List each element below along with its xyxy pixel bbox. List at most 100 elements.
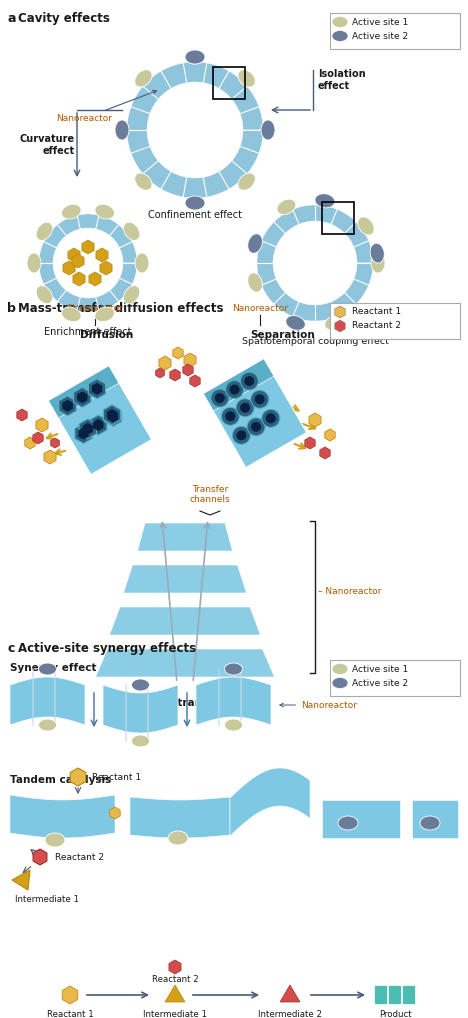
Circle shape <box>247 417 265 436</box>
Circle shape <box>229 385 240 395</box>
Ellipse shape <box>185 196 205 210</box>
Circle shape <box>232 427 250 444</box>
Polygon shape <box>12 870 30 890</box>
Text: Curvature
effect: Curvature effect <box>20 134 75 156</box>
Polygon shape <box>10 677 85 725</box>
Ellipse shape <box>124 286 140 303</box>
Ellipse shape <box>45 833 65 847</box>
Text: Reactant 2: Reactant 2 <box>55 852 104 861</box>
Circle shape <box>211 389 229 407</box>
Ellipse shape <box>168 831 188 845</box>
Ellipse shape <box>315 193 335 208</box>
Polygon shape <box>95 649 275 677</box>
Ellipse shape <box>185 50 205 64</box>
Ellipse shape <box>238 70 255 87</box>
Text: Enrichment effect: Enrichment effect <box>44 327 132 337</box>
Polygon shape <box>49 365 119 418</box>
Circle shape <box>262 409 280 428</box>
Text: Reactant 1: Reactant 1 <box>352 307 401 317</box>
Ellipse shape <box>248 273 263 292</box>
Polygon shape <box>412 800 458 838</box>
Polygon shape <box>110 607 261 635</box>
Polygon shape <box>204 358 274 411</box>
Bar <box>322 203 354 234</box>
Text: – Nanoreactor: – Nanoreactor <box>318 587 381 597</box>
Polygon shape <box>257 205 373 321</box>
Text: Reactant 1: Reactant 1 <box>92 773 141 782</box>
Text: Isolation
effect: Isolation effect <box>318 69 366 91</box>
Text: Product: Product <box>379 1010 411 1018</box>
Ellipse shape <box>135 253 149 273</box>
Polygon shape <box>264 358 316 450</box>
Polygon shape <box>10 795 115 838</box>
Circle shape <box>215 393 225 403</box>
Ellipse shape <box>185 50 205 64</box>
Ellipse shape <box>62 307 81 322</box>
Text: Reactant 1: Reactant 1 <box>47 1010 94 1018</box>
Circle shape <box>244 376 254 386</box>
Ellipse shape <box>225 719 242 731</box>
Ellipse shape <box>36 222 52 240</box>
Ellipse shape <box>62 205 81 219</box>
Polygon shape <box>109 365 161 457</box>
Ellipse shape <box>420 816 440 830</box>
Polygon shape <box>196 677 271 725</box>
Polygon shape <box>322 800 400 838</box>
Polygon shape <box>280 985 300 1002</box>
Text: Active site 1: Active site 1 <box>352 17 408 26</box>
Bar <box>330 660 460 696</box>
Ellipse shape <box>36 286 52 303</box>
Circle shape <box>255 394 265 404</box>
Circle shape <box>240 373 258 390</box>
Ellipse shape <box>135 70 152 87</box>
Ellipse shape <box>95 307 115 322</box>
Text: Nanoreactor: Nanoreactor <box>67 304 123 313</box>
Circle shape <box>240 403 250 412</box>
Ellipse shape <box>371 253 385 273</box>
Text: Synergy effect: Synergy effect <box>10 663 96 673</box>
Polygon shape <box>204 358 307 467</box>
Text: Cavity effects: Cavity effects <box>18 12 110 25</box>
Text: Confinement effect: Confinement effect <box>148 210 242 220</box>
Ellipse shape <box>38 719 57 731</box>
Ellipse shape <box>325 316 344 330</box>
Ellipse shape <box>135 173 152 190</box>
Text: Tandem catalysis: Tandem catalysis <box>10 775 111 785</box>
Text: Nanoreactor: Nanoreactor <box>280 700 357 710</box>
FancyBboxPatch shape <box>402 985 416 1005</box>
Ellipse shape <box>38 663 57 675</box>
Ellipse shape <box>358 217 374 235</box>
Polygon shape <box>124 565 247 593</box>
FancyBboxPatch shape <box>388 985 402 1005</box>
Circle shape <box>266 413 276 423</box>
Circle shape <box>226 381 243 399</box>
Text: Active site 2: Active site 2 <box>352 32 408 41</box>
Ellipse shape <box>332 664 348 675</box>
Ellipse shape <box>286 316 305 330</box>
Text: Mass transfer: Mass transfer <box>145 698 226 708</box>
Ellipse shape <box>332 678 348 688</box>
FancyBboxPatch shape <box>374 985 388 1005</box>
Ellipse shape <box>95 205 115 219</box>
Text: b: b <box>7 302 16 315</box>
Text: Diffusion: Diffusion <box>80 330 133 340</box>
Text: a: a <box>7 12 15 25</box>
Polygon shape <box>230 768 310 836</box>
Text: Spatiotemporal coupling effect: Spatiotemporal coupling effect <box>241 337 388 346</box>
Text: Reactant 2: Reactant 2 <box>352 322 401 331</box>
Ellipse shape <box>332 31 348 42</box>
Text: Transfer
channels: Transfer channels <box>190 485 230 504</box>
Polygon shape <box>103 685 178 733</box>
Bar <box>330 13 460 49</box>
Polygon shape <box>49 365 152 474</box>
Ellipse shape <box>248 234 263 253</box>
Text: Active site 1: Active site 1 <box>352 665 408 674</box>
Bar <box>330 303 460 339</box>
Text: Reactant 2: Reactant 2 <box>152 975 198 984</box>
Bar <box>213 67 245 99</box>
Ellipse shape <box>332 16 348 27</box>
Text: Active-site synergy effects: Active-site synergy effects <box>18 642 196 655</box>
Text: Active site 2: Active site 2 <box>352 679 408 687</box>
Ellipse shape <box>238 70 255 87</box>
Text: Intermediate 1: Intermediate 1 <box>15 895 79 904</box>
